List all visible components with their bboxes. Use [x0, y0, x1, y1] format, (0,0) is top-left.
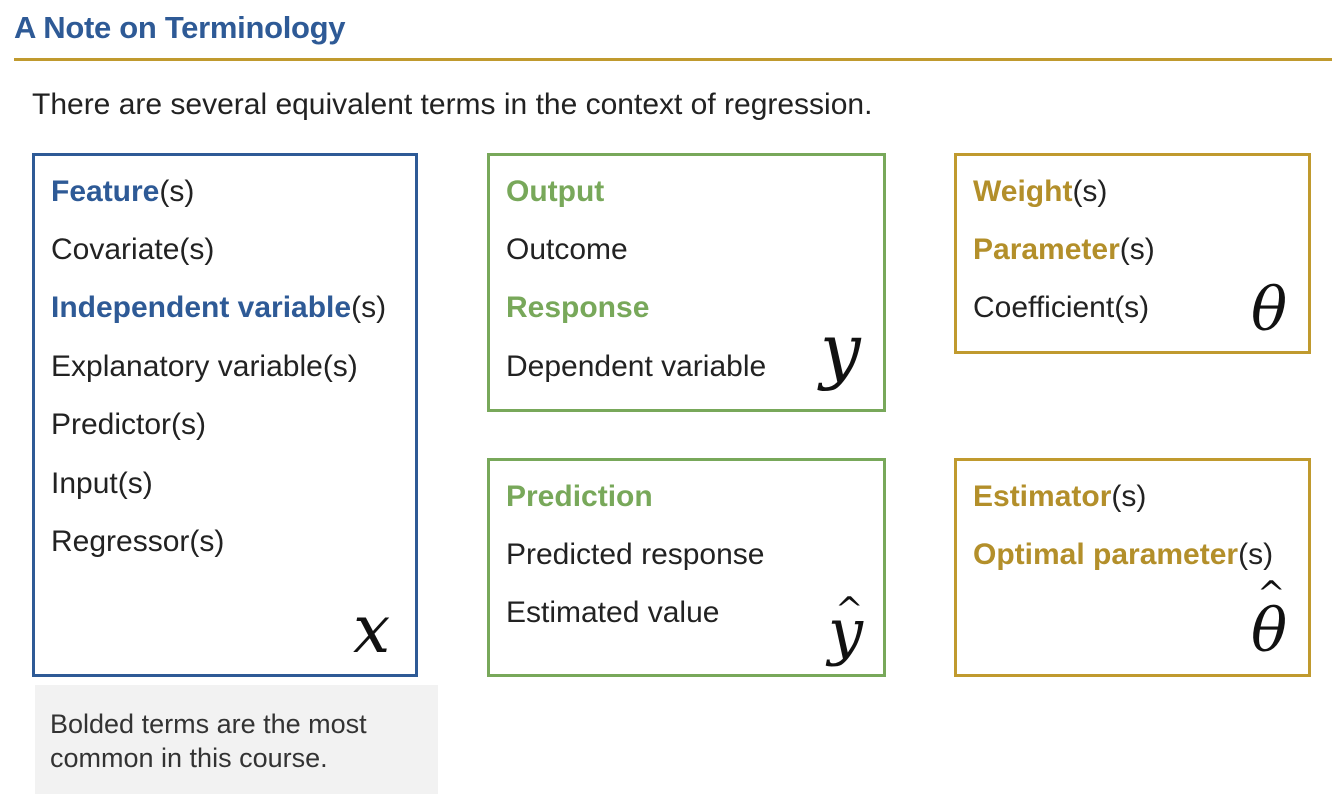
- term-regressor: Regressor(s): [51, 525, 225, 558]
- x-symbol: x: [353, 591, 391, 668]
- term-prediction: Prediction: [506, 480, 653, 513]
- estimators-box: Estimator(s) Optimal parameter(s) ^ θ: [954, 458, 1311, 677]
- intro-text: There are several equivalent terms in th…: [32, 88, 873, 121]
- note-box: Bolded terms are the most common in this…: [35, 685, 438, 794]
- parameters-box: Weight(s) Parameter(s) Coefficient(s) θ: [954, 153, 1311, 354]
- y-hat-accent: ^: [835, 590, 864, 630]
- term-optimal-parameter: Optimal parameter(s): [973, 537, 1273, 573]
- term-outcome: Outcome: [506, 233, 628, 266]
- term-coefficient: Coefficient(s): [973, 291, 1150, 324]
- term-parameter-bold: Parameter: [973, 233, 1120, 266]
- term-optimal-parameter-suffix: (s): [1238, 538, 1274, 571]
- term-feature-suffix: (s): [159, 175, 195, 208]
- theta-hat-symbol: θ: [1251, 596, 1288, 666]
- features-box: Feature(s) Covariate(s) Independent vari…: [32, 153, 418, 677]
- output-box: Output Outcome Response Dependent variab…: [487, 153, 886, 412]
- term-optimal-parameter-bold: Optimal parameter: [973, 538, 1239, 571]
- term-predictor: Predictor(s): [51, 408, 207, 441]
- term-weight-bold: Weight: [973, 175, 1073, 208]
- term-output: Output: [506, 175, 605, 208]
- term-estimated-value: Estimated value: [506, 596, 720, 629]
- term-feature: Feature(s): [51, 174, 194, 210]
- term-weight-suffix: (s): [1072, 175, 1108, 208]
- term-independent-variable: Independent variable(s): [51, 290, 386, 326]
- term-estimator: Estimator(s): [973, 479, 1146, 515]
- term-dependent-variable: Dependent variable: [506, 350, 767, 383]
- term-input: Input(s): [51, 467, 153, 500]
- y-hat-symbol: y: [828, 595, 864, 668]
- theta-symbol: θ: [1251, 275, 1288, 345]
- term-parameter: Parameter(s): [973, 232, 1155, 268]
- term-estimator-bold: Estimator: [973, 480, 1112, 513]
- term-explanatory-variable: Explanatory variable(s): [51, 350, 358, 383]
- term-predicted-response: Predicted response: [506, 538, 765, 571]
- term-parameter-suffix: (s): [1119, 233, 1155, 266]
- term-response: Response: [506, 291, 650, 324]
- y-symbol: y: [820, 308, 861, 392]
- term-independent-variable-suffix: (s): [351, 291, 387, 324]
- prediction-box: Prediction Predicted response Estimated …: [487, 458, 886, 677]
- theta-hat-accent: ^: [1257, 574, 1286, 614]
- term-independent-variable-bold: Independent variable: [51, 291, 352, 324]
- term-estimator-suffix: (s): [1111, 480, 1147, 513]
- term-covariate: Covariate(s): [51, 233, 215, 266]
- title-divider: [14, 58, 1332, 61]
- term-weight: Weight(s): [973, 174, 1107, 210]
- page-title: A Note on Terminology: [14, 10, 346, 45]
- term-feature-bold: Feature: [51, 175, 160, 208]
